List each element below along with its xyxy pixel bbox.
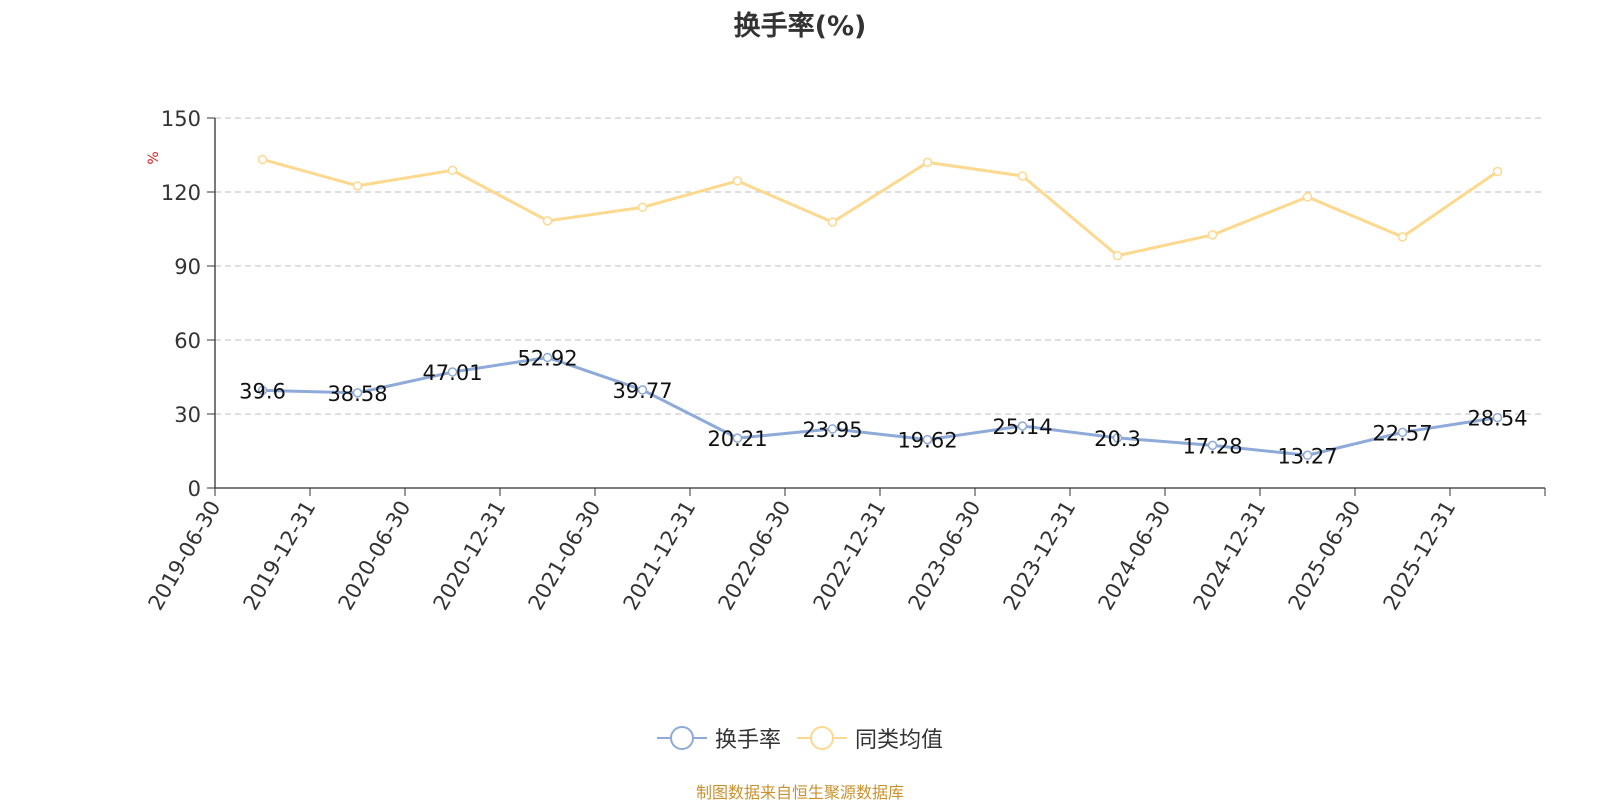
x-tick-label: 2024-06-30 [1094, 497, 1176, 615]
data-point [827, 217, 838, 227]
data-point [1302, 192, 1313, 202]
chart-title: 换手率(%) [733, 11, 867, 42]
data-label: 20.3 [1094, 427, 1141, 451]
data-point [1492, 166, 1503, 177]
data-label: 47.01 [422, 361, 482, 385]
legend-label-peer-average: 同类均值 [855, 728, 944, 753]
data-point [447, 367, 458, 377]
data-point [637, 385, 648, 395]
data-label: 38.58 [327, 382, 387, 406]
data-label: 23.95 [802, 418, 862, 442]
data-point [732, 433, 743, 443]
x-tick-label: 2025-06-30 [1284, 497, 1366, 615]
data-point [447, 165, 458, 176]
data-label: 20.21 [707, 427, 767, 451]
data-source-note: 制图数据来自恒生聚源数据库 [695, 783, 904, 802]
data-label: 28.54 [1467, 407, 1527, 431]
data-point [1017, 171, 1028, 181]
legend: 换手率 同类均值 [0, 722, 1600, 754]
data-point [352, 181, 363, 191]
legend-marker-peer-average [797, 726, 847, 750]
y-tick-label: 150 [161, 107, 201, 131]
data-point [1302, 450, 1313, 461]
y-tick-label: 90 [174, 255, 201, 279]
data-label: 19.62 [897, 429, 957, 453]
x-tick-label: 2020-12-31 [429, 497, 511, 615]
data-label: 22.57 [1372, 421, 1432, 445]
data-point [922, 157, 933, 168]
legend-label-turnover: 换手率 [714, 728, 781, 753]
x-tick-label: 2022-12-31 [809, 497, 891, 615]
x-tick-label: 2021-12-31 [619, 497, 701, 615]
data-point [732, 176, 743, 186]
data-label: 52.92 [517, 346, 577, 370]
data-point [1397, 427, 1408, 438]
legend-item-peer-average[interactable]: 同类均值 [797, 722, 943, 754]
data-point [1492, 412, 1503, 423]
x-tick-label: 2020-06-30 [334, 497, 416, 615]
series-line-0 [262, 355, 1498, 457]
data-point [1112, 250, 1123, 261]
data-point [1207, 230, 1218, 240]
y-tick-label: 30 [174, 403, 201, 427]
data-point [1017, 421, 1028, 431]
x-tick-label: 2019-06-30 [144, 497, 226, 615]
data-point [257, 385, 268, 396]
x-tick-label: 2023-12-31 [999, 497, 1081, 615]
data-point [352, 388, 363, 398]
data-label: 39.6 [239, 379, 286, 403]
data-point [1207, 440, 1218, 451]
y-tick-label: 120 [161, 181, 201, 205]
x-tick-label: 2022-06-30 [714, 497, 796, 615]
data-label: 25.14 [992, 415, 1052, 439]
y-tick-label: 0 [188, 477, 201, 501]
data-point [542, 216, 553, 226]
data-labels: 39.6 38.58 47.01 52.92 39.77 20.21 23.95 19.62 2… [239, 346, 1527, 468]
series-line-1 [262, 157, 1499, 258]
x-tick-label: 2023-06-30 [904, 497, 986, 615]
x-tick-label: 2025-12-31 [1379, 497, 1461, 615]
data-point [1112, 433, 1123, 443]
data-label: 17.28 [1182, 434, 1242, 458]
data-point [542, 352, 553, 363]
data-point [827, 424, 838, 434]
y-tick-label: 60 [174, 329, 201, 353]
data-label: 13.27 [1277, 444, 1337, 468]
data-label: 39.77 [612, 379, 672, 403]
grid-lines [215, 117, 1545, 415]
series-lines [257, 154, 1503, 461]
x-tick-label: 2021-06-30 [524, 497, 606, 615]
data-point [1397, 232, 1408, 242]
x-tick-label: 2019-12-31 [239, 497, 321, 615]
y-axis-label: % [146, 151, 162, 164]
data-point [257, 154, 268, 165]
x-tick-label: 2024-12-31 [1189, 497, 1271, 615]
data-point [922, 434, 933, 445]
legend-marker-turnover [656, 726, 707, 750]
data-point [637, 202, 648, 213]
legend-item-turnover[interactable]: 换手率 [656, 722, 781, 754]
